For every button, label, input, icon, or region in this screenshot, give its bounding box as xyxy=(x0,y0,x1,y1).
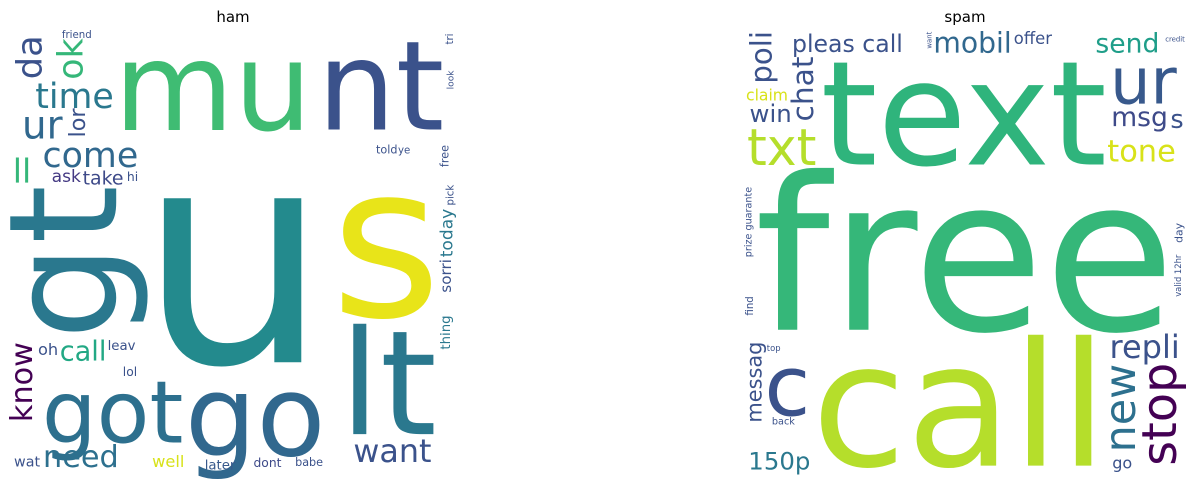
ham-word: thing xyxy=(439,315,454,349)
ham-word: babe xyxy=(295,456,323,469)
spam-word: new xyxy=(1096,364,1146,453)
spam-word: 150p xyxy=(748,446,810,475)
spam-panel: spam free call text txt mobil repli stop tone c p… xyxy=(600,0,1203,483)
spam-word: back xyxy=(772,416,795,427)
spam-word: valid 12hr xyxy=(1173,254,1183,297)
ham-word: told xyxy=(376,144,397,157)
ham-word: dont xyxy=(254,456,282,470)
spam-word: ur xyxy=(1110,45,1177,119)
ham-word: u xyxy=(138,84,328,433)
ham-word: free xyxy=(439,145,452,167)
ham-word: hi xyxy=(127,169,138,184)
spam-word: find xyxy=(745,296,756,315)
spam-word: offer xyxy=(1014,29,1052,48)
ham-word: go xyxy=(185,351,326,483)
ham-word: later xyxy=(205,459,236,474)
ham-word: lol xyxy=(123,365,137,379)
spam-word: win xyxy=(750,99,792,128)
ham-word: come xyxy=(43,136,139,176)
spam-word: repli xyxy=(1110,328,1180,366)
spam-word: stop xyxy=(1133,363,1188,466)
ham-panel: ham u mu s go got nt gt lt come time ok want ur need k… xyxy=(0,0,600,483)
spam-word: messag xyxy=(742,342,766,423)
ham-word: ll xyxy=(13,152,32,191)
ham-word: time xyxy=(35,77,114,117)
ham-word: wat xyxy=(14,455,40,471)
ham-word: s xyxy=(331,119,441,366)
ham-word: tri xyxy=(445,33,456,44)
spam-word: c xyxy=(764,337,810,435)
ham-word: ask xyxy=(52,167,81,187)
ham-word: mu xyxy=(114,17,312,160)
ham-word: know xyxy=(5,342,40,422)
spam-word: text xyxy=(821,31,1107,200)
spam-word: day xyxy=(1172,222,1185,242)
ham-word: take xyxy=(83,168,124,190)
ham-word: sorri xyxy=(437,259,455,293)
spam-title: spam xyxy=(944,8,986,26)
ham-word: need xyxy=(43,440,119,475)
spam-word: pleas call xyxy=(792,30,903,58)
ham-word: call xyxy=(60,337,107,368)
ham-word: today xyxy=(437,209,457,258)
spam-word: mobil xyxy=(933,27,1011,60)
spam-word: prize guarante xyxy=(744,187,755,257)
ham-word: leav xyxy=(108,339,136,354)
ham-word: oh xyxy=(38,340,58,359)
ham-title: ham xyxy=(216,8,250,26)
spam-wordcloud: freecalltexttxtmobilreplistoptonecpleas … xyxy=(742,27,1188,483)
ham-word: nt xyxy=(317,16,444,160)
ham-word: ye xyxy=(398,146,410,157)
spam-word: send xyxy=(1095,29,1159,60)
spam-word: go xyxy=(1112,454,1132,473)
ham-word: ok xyxy=(52,37,92,79)
spam-word: chat xyxy=(786,57,821,122)
ham-word: look xyxy=(447,70,457,90)
spam-word: claim xyxy=(746,87,788,105)
spam-word: want xyxy=(925,31,933,48)
ham-word: well xyxy=(152,452,184,471)
spam-word: top xyxy=(767,343,781,353)
ham-word: da xyxy=(10,35,51,79)
spam-word: poli xyxy=(745,31,779,84)
spam-word: msg xyxy=(1111,102,1168,133)
ham-word: gt xyxy=(0,185,152,340)
spam-word: free xyxy=(755,133,1175,381)
ham-word: got xyxy=(42,364,183,464)
spam-word: tone xyxy=(1107,135,1175,170)
ham-word: want xyxy=(353,433,431,470)
ham-word: lt xyxy=(340,300,437,469)
ham-word: pick xyxy=(445,185,456,206)
ham-word: ur xyxy=(22,104,63,149)
spam-word: credit xyxy=(1165,35,1185,43)
ham-word: friend xyxy=(62,30,92,41)
ham-word: lor xyxy=(65,108,91,138)
spam-word: s xyxy=(1170,105,1183,135)
spam-word: call xyxy=(812,306,1108,483)
spam-word: txt xyxy=(747,118,817,177)
